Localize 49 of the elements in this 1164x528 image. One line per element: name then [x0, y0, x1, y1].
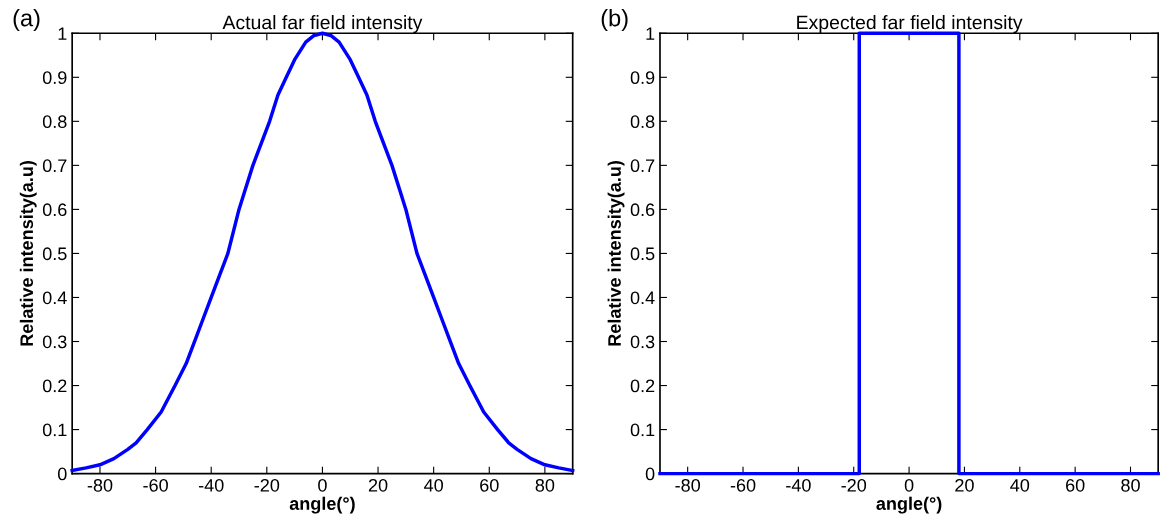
text: (a) — [13, 9, 40, 32]
x-tick-label: -20 — [841, 478, 867, 492]
y-tick-label: 0.2 — [42, 379, 67, 393]
y-tick-label: 0.1 — [42, 423, 67, 437]
x-tick-label: -60 — [730, 478, 756, 492]
y-tick-label: 0 — [57, 467, 67, 481]
y-tick-label: 0.1 — [630, 423, 655, 437]
y-tick-label: 0.2 — [630, 379, 655, 393]
y-tick-label: 0.7 — [630, 159, 655, 173]
x-tick-label: 20 — [955, 478, 974, 492]
y-tick-label: 0.6 — [42, 203, 67, 217]
y-axis-title: Relative intensity(a.u) — [607, 161, 625, 346]
x-tick-label: 0 — [904, 478, 914, 492]
chart-title: Actual far field intensity — [222, 15, 423, 34]
y-tick-label: 0.3 — [42, 335, 67, 349]
x-tick-label: -80 — [87, 478, 113, 492]
y-axis-title: Relative intensity(a.u) — [19, 161, 37, 346]
line-series — [70, 31, 575, 473]
x-tick-label: 80 — [535, 478, 555, 492]
y-tick-label: 0.8 — [42, 115, 67, 129]
y-tick-label: 0.9 — [42, 71, 67, 85]
x-tick-label: -40 — [786, 478, 811, 492]
x-tick-label: 60 — [480, 478, 499, 492]
y-tick-label: 0.5 — [630, 247, 655, 261]
y-tick-label: 0.6 — [630, 203, 655, 217]
y-tick-label: 1 — [646, 27, 655, 40]
y-tick-label: 0.4 — [42, 291, 67, 305]
x-tick-label: 0 — [318, 478, 327, 492]
y-tick-label: 0.5 — [42, 247, 67, 261]
y-tick-label: 0.8 — [630, 115, 655, 129]
text: (b) — [601, 9, 628, 32]
x-axis-title: angle(°) — [289, 496, 355, 514]
x-tick-label: -40 — [198, 478, 224, 492]
y-tick-label: 0.4 — [630, 291, 655, 305]
y-tick-label: 1 — [58, 27, 67, 40]
x-tick-label: 20 — [368, 478, 388, 492]
x-tick-label: -20 — [254, 478, 280, 492]
x-tick-label: 80 — [1121, 478, 1140, 492]
x-tick-label: -80 — [675, 478, 701, 492]
x-axis-title: angle(°) — [876, 496, 942, 514]
y-tick-label: 0 — [645, 467, 655, 481]
y-tick-label: 0.3 — [630, 335, 655, 349]
x-tick-label: 60 — [1066, 478, 1085, 492]
x-tick-label: -60 — [143, 478, 168, 492]
x-tick-label: 40 — [1010, 478, 1030, 492]
y-tick-label: 0.9 — [630, 71, 655, 85]
chart-title: Expected far field intensity — [797, 15, 1023, 34]
x-tick-label: 40 — [424, 478, 443, 492]
y-tick-label: 0.7 — [42, 159, 67, 173]
